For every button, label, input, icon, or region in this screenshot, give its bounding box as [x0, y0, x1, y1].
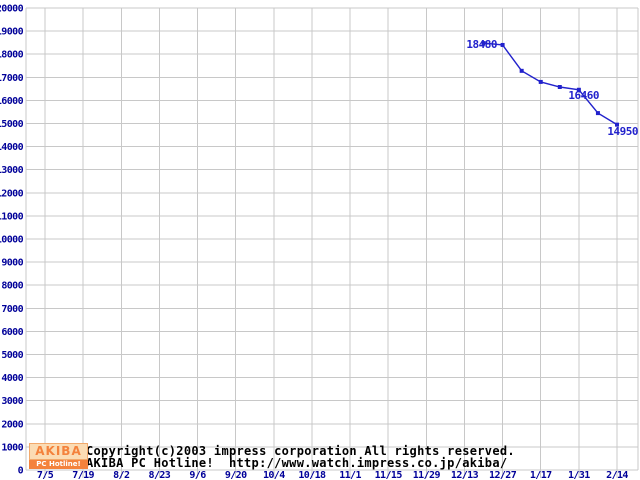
y-tick-label: 14000 [0, 142, 24, 153]
y-tick-label: 13000 [0, 165, 24, 176]
y-tick-label: 11000 [0, 211, 24, 222]
y-tick-label: 17000 [0, 73, 24, 84]
x-tick-label: 12/27 [489, 470, 517, 480]
y-tick-label: 18000 [0, 50, 24, 61]
y-tick-label: 16000 [0, 96, 24, 107]
copyright-line-1: Copyright(c)2003 impress corporation All… [86, 444, 515, 458]
x-tick-label: 12/13 [451, 470, 479, 480]
x-tick-label: 7/5 [37, 470, 54, 480]
akiba-pc-hotline-logo: AKIBA PC Hotline! [29, 443, 88, 469]
x-tick-label: 11/29 [413, 470, 441, 480]
x-tick-label: 9/6 [189, 470, 206, 480]
y-tick-label: 15000 [0, 119, 24, 130]
logo-akiba-text: AKIBA [29, 443, 88, 460]
x-tick-label: 8/23 [149, 470, 171, 480]
x-tick-label: 2/14 [606, 470, 628, 480]
data-point-marker [519, 68, 524, 73]
price-annotation: 14950 [607, 125, 638, 138]
y-tick-label: 1000 [1, 442, 23, 453]
x-tick-label: 7/19 [72, 470, 94, 480]
y-tick-label: 2000 [1, 419, 23, 430]
data-point-marker [538, 79, 543, 84]
y-tick-label: 10000 [0, 235, 24, 246]
copyright-line-2: AKIBA PC Hotline! http://www.watch.impre… [86, 456, 508, 470]
data-point-marker [595, 111, 600, 116]
y-tick-label: 0 [18, 466, 24, 477]
logo-pc-hotline-text: PC Hotline! [29, 460, 88, 469]
x-tick-label: 11/15 [375, 470, 403, 480]
price-annotation: 16460 [568, 89, 599, 102]
y-tick-label: 8000 [1, 281, 23, 292]
x-tick-label: 1/17 [530, 470, 552, 480]
price-annotation: 18480 [466, 38, 497, 51]
y-tick-label: 7000 [1, 304, 23, 315]
y-tick-label: 20000 [0, 4, 24, 15]
data-point-marker [481, 41, 486, 46]
y-tick-label: 4000 [1, 373, 23, 384]
data-point-marker [557, 85, 562, 90]
x-tick-label: 10/18 [298, 470, 326, 480]
y-tick-label: 19000 [0, 27, 24, 38]
data-point-marker [615, 122, 619, 127]
x-tick-label: 10/4 [263, 470, 285, 480]
y-tick-label: 12000 [0, 188, 24, 199]
price-line [483, 42, 618, 126]
x-tick-label: 9/20 [225, 470, 247, 480]
x-tick-label: 11/1 [339, 470, 361, 480]
y-tick-label: 9000 [1, 258, 23, 269]
data-point-marker [576, 87, 581, 92]
data-point-marker [500, 42, 505, 47]
y-tick-label: 3000 [1, 396, 23, 407]
y-tick-label: 6000 [1, 327, 23, 338]
x-tick-label: 1/31 [568, 470, 590, 480]
y-tick-label: 5000 [1, 350, 23, 361]
x-tick-label: 8/2 [113, 470, 130, 480]
